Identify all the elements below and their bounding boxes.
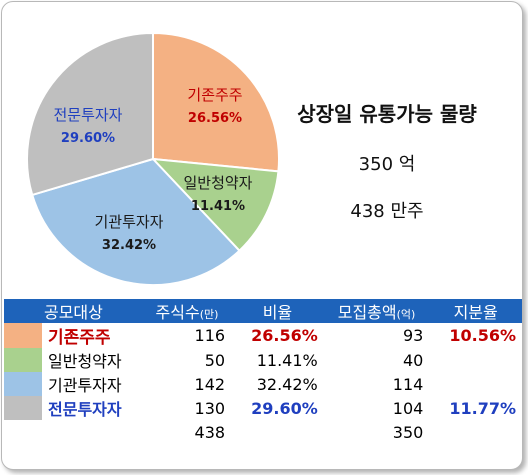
slice-name-label: 전문투자자 bbox=[53, 106, 122, 124]
header-amount-label: 모집총액 bbox=[337, 303, 397, 322]
row-shares: 50 bbox=[204, 350, 226, 370]
row-category: 기존주주 bbox=[48, 328, 111, 348]
slice-percent-label: 26.56% bbox=[188, 111, 242, 126]
total-shares: 438 bbox=[194, 422, 226, 442]
slice-name-label: 기관투자자 bbox=[94, 213, 163, 231]
slice-percent-label: 32.42% bbox=[102, 238, 156, 253]
header-shares-unit: (만) bbox=[199, 308, 219, 321]
row-amount: 93 bbox=[402, 326, 424, 345]
row-category: 기관투자자 bbox=[48, 376, 122, 395]
table-row: 전문투자자 130 29.60% 104 11.77% bbox=[4, 396, 522, 420]
summary-amount: 350 억 bbox=[358, 154, 416, 175]
header-shares: 주식수(만) bbox=[142, 299, 232, 323]
summary-title: 상장일 유통가능 물량 bbox=[297, 102, 477, 126]
chart-frame: 기존주주 26.56% 일반청약자 11.41% 기관투자자 32.42% 전문투자자 29.… bbox=[1, 1, 523, 470]
row-stake bbox=[429, 348, 522, 372]
row-swatch bbox=[4, 348, 42, 372]
header-amount-unit: (억) bbox=[396, 308, 416, 321]
header-stake: 지분율 bbox=[429, 299, 522, 323]
row-ratio: 26.56% bbox=[251, 326, 318, 345]
total-swatch-blank bbox=[4, 420, 42, 444]
row-ratio: 32.42% bbox=[256, 374, 318, 394]
row-ratio: 29.60% bbox=[251, 398, 318, 418]
header-category: 공모대상 bbox=[4, 299, 143, 323]
pie-slice-1 bbox=[150, 157, 280, 253]
pie-slice-3 bbox=[26, 31, 154, 197]
total-amount: 350 bbox=[392, 422, 424, 442]
allocation-table: 공모대상 주식수(만) 비율 모집총액(억) 지분율 기존주주 116 26.5… bbox=[4, 299, 522, 444]
row-swatch bbox=[4, 323, 42, 348]
slice-name-label: 일반청약자 bbox=[183, 174, 252, 192]
table-row: 일반청약자 50 11.41% 40 bbox=[4, 348, 522, 372]
table-row: 기존주주 116 26.56% 93 10.56% bbox=[4, 323, 522, 348]
table-row: 기관투자자 142 32.42% 114 bbox=[4, 372, 522, 396]
row-amount: 104 bbox=[392, 398, 424, 418]
row-shares: 130 bbox=[194, 398, 226, 418]
table-header-row: 공모대상 주식수(만) 비율 모집총액(억) 지분율 bbox=[4, 299, 522, 323]
summary-shares: 438 만주 bbox=[350, 201, 424, 222]
pie-chart: 기존주주 26.56% 일반청약자 11.41% 기관투자자 32.42% 전문투자자 29.… bbox=[26, 31, 280, 286]
pie-slice-0 bbox=[152, 31, 280, 173]
total-label-blank bbox=[42, 420, 143, 444]
total-stake-blank bbox=[429, 420, 522, 444]
slice-percent-label: 11.41% bbox=[191, 199, 245, 214]
row-shares: 142 bbox=[194, 374, 226, 394]
row-stake: 11.77% bbox=[449, 398, 516, 418]
slice-name-label: 기존주주 bbox=[187, 86, 242, 104]
row-category: 일반청약자 bbox=[48, 352, 122, 371]
row-swatch bbox=[4, 372, 42, 396]
row-stake: 10.56% bbox=[449, 326, 516, 345]
row-amount: 114 bbox=[392, 374, 424, 394]
total-ratio-blank bbox=[231, 420, 324, 444]
table-total-row: 438 350 bbox=[4, 420, 522, 444]
header-amount: 모집총액(억) bbox=[323, 299, 430, 323]
row-category: 전문투자자 bbox=[48, 400, 122, 419]
row-stake bbox=[429, 372, 522, 396]
row-shares: 116 bbox=[194, 326, 226, 345]
row-amount: 40 bbox=[402, 350, 424, 370]
row-swatch bbox=[4, 396, 42, 420]
header-ratio: 비율 bbox=[231, 299, 324, 323]
slice-percent-label: 29.60% bbox=[61, 131, 115, 146]
header-shares-label: 주식수 bbox=[155, 303, 200, 322]
row-ratio: 11.41% bbox=[256, 350, 318, 370]
pie-slice-2 bbox=[30, 157, 241, 286]
